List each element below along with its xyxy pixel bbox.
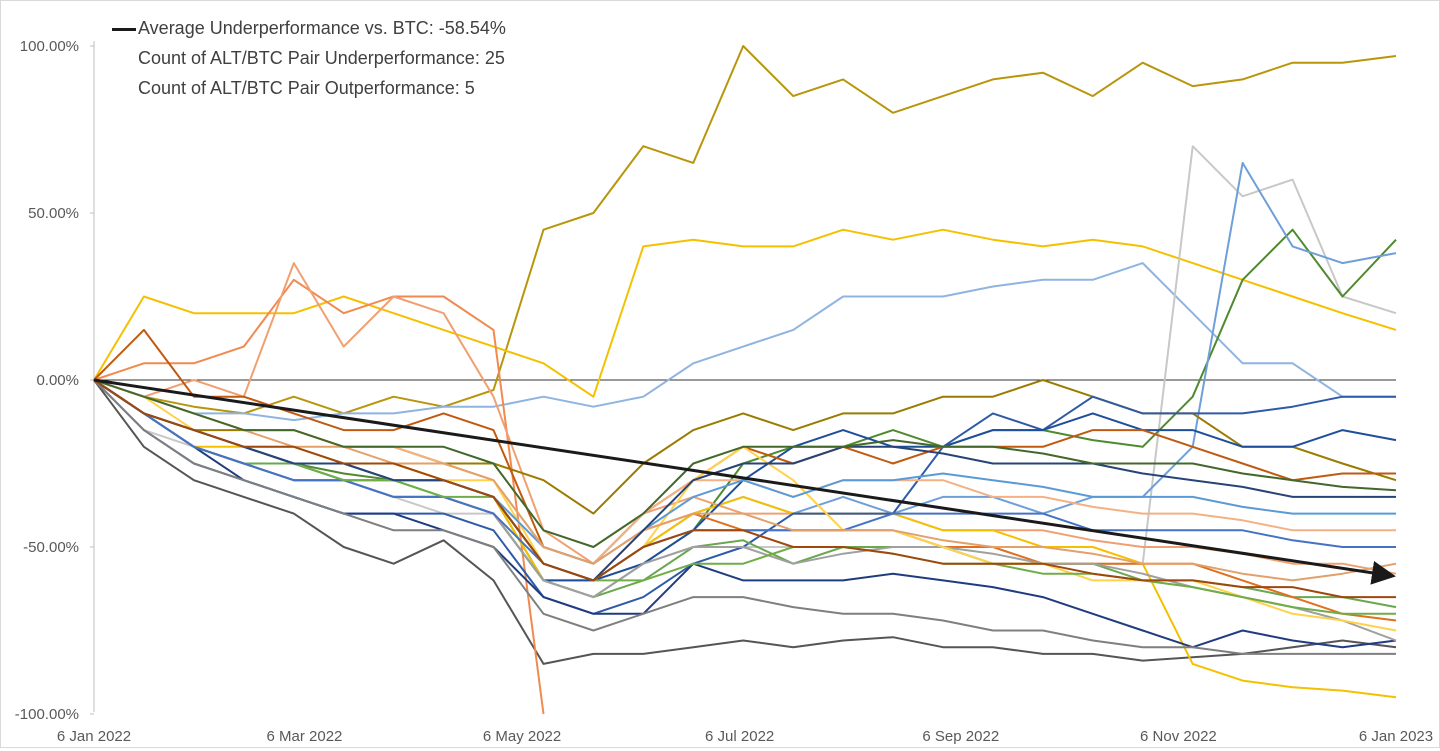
average-trend-arrow	[93, 378, 1396, 585]
x-tick-label: 6 Sep 2022	[922, 728, 999, 745]
x-tick-label: 6 Jul 2022	[705, 728, 774, 745]
series-line-2	[93, 228, 1397, 398]
legend-under-count: Count of ALT/BTC Pair Underperformance: …	[138, 48, 505, 68]
series-line-19	[93, 379, 1396, 565]
series-line-26	[93, 379, 1396, 655]
series-line-3	[93, 262, 1396, 422]
y-tick-label: 0.00%	[36, 372, 79, 389]
series-line-1	[93, 45, 1397, 415]
legend-out-count: Count of ALT/BTC Pair Outperformance: 5	[138, 78, 475, 98]
x-tick-label: 6 May 2022	[483, 728, 561, 745]
legend-average: Average Underperformance vs. BTC: -58.54…	[106, 13, 506, 43]
series-line-24	[93, 379, 1397, 582]
legend-swatch-average	[112, 27, 136, 31]
series-line-17	[93, 379, 1397, 622]
legend: Average Underperformance vs. BTC: -58.54…	[106, 13, 506, 103]
series-line-25	[93, 379, 1396, 582]
x-tick-label: 6 Jan 2022	[57, 728, 131, 745]
x-tick-label: 6 Jan 2023	[1359, 728, 1433, 745]
series-line-7	[93, 379, 1397, 665]
y-tick-label: 50.00%	[28, 205, 79, 222]
y-tick-label: 100.00%	[20, 38, 79, 55]
series-line-10	[93, 379, 1397, 699]
series-line-23	[93, 379, 1396, 565]
series-line-28	[93, 379, 1397, 548]
y-tick-label: -100.00%	[15, 706, 79, 723]
legend-average-label: Average Underperformance vs. BTC: -58.54…	[138, 18, 506, 38]
series-line-6	[93, 161, 1397, 582]
y-tick-label: -50.00%	[23, 539, 79, 556]
x-tick-label: 6 Nov 2022	[1140, 728, 1217, 745]
x-tick-label: 6 Mar 2022	[267, 728, 343, 745]
series-line-22	[93, 379, 1396, 615]
series-line-27	[93, 379, 1396, 599]
